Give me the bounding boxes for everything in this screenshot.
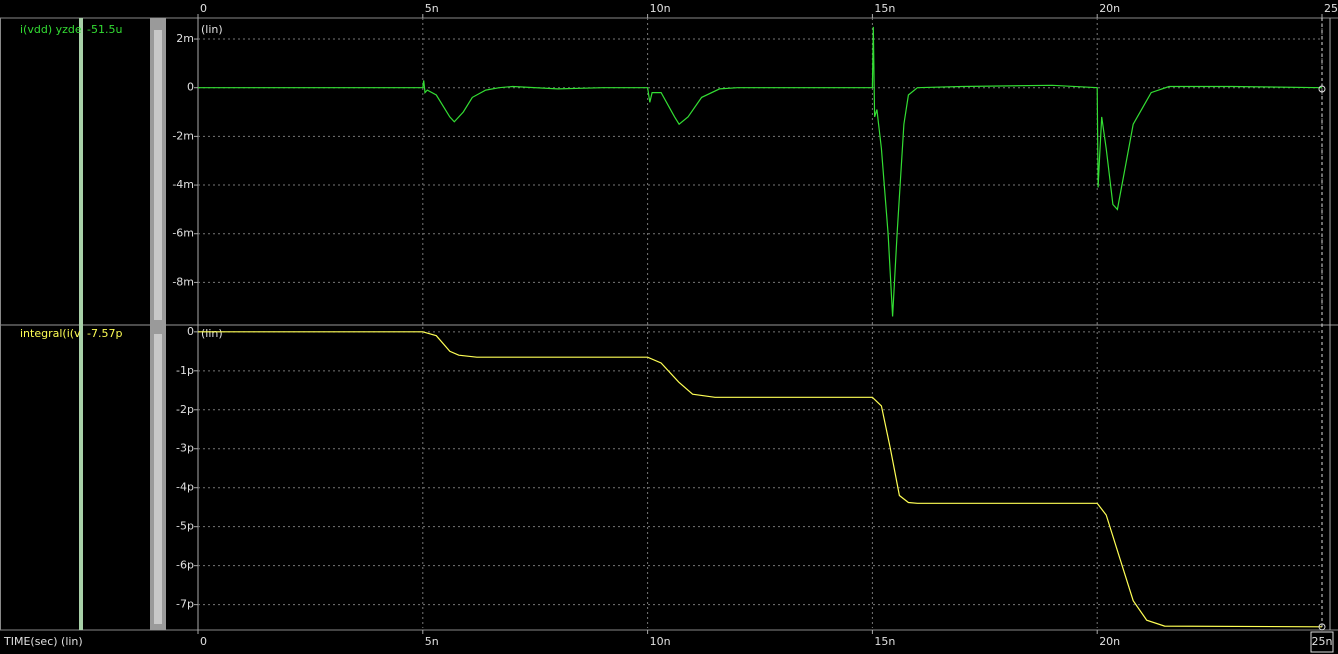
x-tick-label: 5n: [425, 2, 439, 15]
x-tick-label: 0: [200, 2, 207, 15]
y-tick-label: -6m: [172, 227, 194, 240]
scroll-thumb[interactable]: [154, 30, 162, 320]
y-tick-label: -6p: [176, 559, 194, 572]
scroll-thumb[interactable]: [154, 334, 162, 624]
waveform: [198, 331, 1323, 628]
x-tick-label: 20n: [1099, 2, 1120, 15]
y-tick-label: -8m: [172, 275, 194, 288]
cursor-value: -7.57p: [87, 327, 122, 340]
y-tick-label: -3p: [176, 442, 194, 455]
y-tick-label: -2p: [176, 403, 194, 416]
y-tick-label: -4m: [172, 178, 194, 191]
x-tick-label: 10n: [650, 635, 671, 648]
signal-name: i(vdd) yzde: [20, 23, 82, 36]
cursor-box: [1310, 631, 1334, 653]
x-tick-label: 15n: [874, 2, 895, 15]
x-tick-label: 20n: [1099, 635, 1120, 648]
x-tick-label: 5n: [425, 635, 439, 648]
cursor-value: -51.5u: [87, 23, 122, 36]
y-tick-label: 0: [187, 81, 194, 94]
y-tick-label: -5p: [176, 520, 194, 533]
y-tick-label: -2m: [172, 129, 194, 142]
waveform: [198, 26, 1323, 317]
x-tick-label: 25n: [1324, 2, 1338, 15]
y-tick-label: 2m: [176, 32, 194, 45]
y-tick-label: -7p: [176, 598, 194, 611]
x-axis-label: TIME(sec) (lin): [3, 635, 83, 648]
x-tick-label: 15n: [874, 635, 895, 648]
x-tick-label: 10n: [650, 2, 671, 15]
x-tick-label: 0: [200, 635, 207, 648]
scale-label: (lin): [201, 327, 223, 340]
cursor-x-label: 25n: [1312, 635, 1333, 648]
scale-label: (lin): [201, 23, 223, 36]
left-border: [0, 18, 1, 630]
signal-name: integral(i(v: [20, 327, 81, 340]
y-tick-label: -1p: [176, 364, 194, 377]
cursor-point: [1318, 623, 1326, 631]
y-tick-label: 0: [187, 325, 194, 338]
splitter[interactable]: [79, 18, 83, 630]
y-tick-label: -4p: [176, 481, 194, 494]
